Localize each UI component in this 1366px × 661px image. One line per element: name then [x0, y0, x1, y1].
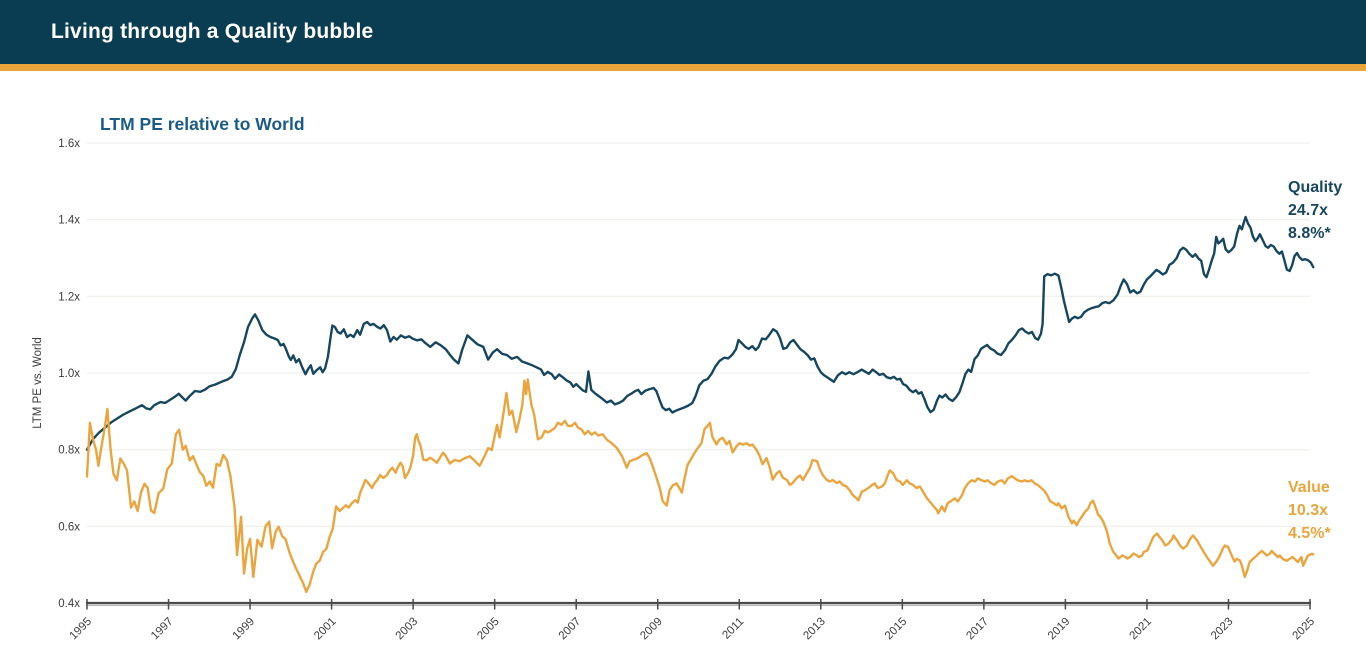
- x-tick-label: 1995: [68, 616, 95, 643]
- value-series-name: Value: [1288, 479, 1330, 496]
- quality-end-label: Quality 24.7x 8.8%*: [1288, 176, 1366, 245]
- page-title: Living through a Quality bubble: [51, 20, 374, 43]
- x-tick-label: 2015: [883, 616, 910, 643]
- value-line: [85, 378, 1315, 594]
- x-tick-label: 1999: [231, 616, 258, 643]
- y-tick-label: 0.6x: [58, 521, 80, 533]
- x-tick-label: 2013: [801, 616, 828, 643]
- y-tick-label: 1.6x: [58, 138, 80, 150]
- accent-bar: [0, 64, 1366, 71]
- x-tick-label: 2019: [1046, 616, 1073, 643]
- x-tick-label: 2005: [475, 616, 502, 643]
- x-tick-label: 2007: [557, 616, 584, 643]
- quality-line: [85, 215, 1315, 451]
- y-tick-label: 0.4x: [58, 598, 80, 610]
- value-pe-value: 10.3x: [1288, 502, 1329, 519]
- x-tick-label: 2003: [394, 616, 421, 643]
- x-tick-label: 2011: [720, 616, 746, 642]
- quality-forward-return: 8.8%*: [1288, 225, 1331, 242]
- quality-series-name: Quality: [1288, 179, 1343, 196]
- x-tick-label: 2009: [638, 616, 665, 643]
- y-tick-label: 1.4x: [58, 215, 80, 227]
- y-tick-label: 0.8x: [58, 445, 80, 457]
- x-tick-label: 2001: [312, 616, 339, 643]
- chart-title: LTM PE relative to World: [100, 114, 305, 134]
- x-tick-label: 2023: [1209, 616, 1236, 643]
- y-axis-title: LTM PE vs. World: [32, 337, 44, 429]
- value-end-label: Value 10.3x 4.5%*: [1288, 476, 1366, 545]
- x-tick-label: 2025: [1291, 616, 1318, 643]
- x-tick-label: 2017: [964, 616, 991, 643]
- y-tick-label: 1.0x: [58, 368, 80, 380]
- quality-pe-value: 24.7x: [1288, 202, 1329, 219]
- x-tick-label: 1997: [149, 616, 176, 643]
- title-bar: Living through a Quality bubble: [0, 0, 1366, 64]
- y-tick-label: 1.2x: [58, 291, 80, 303]
- value-forward-return: 4.5%*: [1288, 525, 1331, 542]
- x-tick-label: 2021: [1127, 616, 1154, 643]
